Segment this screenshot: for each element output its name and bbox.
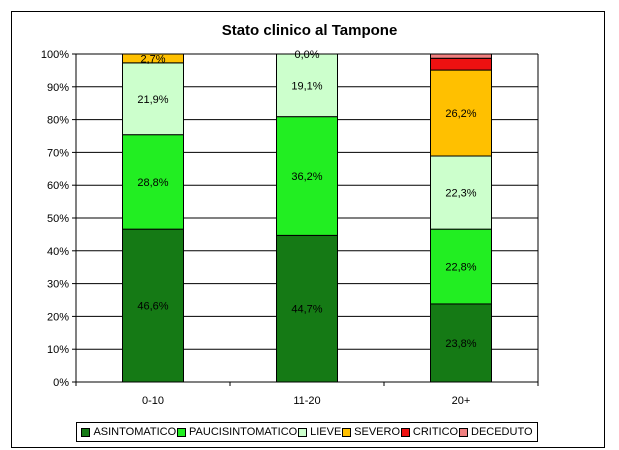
data-label: 19,1%	[291, 80, 322, 92]
y-tick-label: 90%	[47, 82, 69, 94]
legend-item: CRITICO	[400, 426, 459, 438]
legend-swatch	[400, 427, 410, 437]
x-tick-label: 20+	[452, 395, 471, 407]
y-tick-label: 20%	[47, 311, 69, 323]
data-label: 26,2%	[445, 108, 476, 120]
bar-segment	[430, 69, 492, 157]
legend-item: LIEVE	[298, 426, 341, 438]
legend-swatch	[342, 427, 352, 437]
y-tick-label: 80%	[47, 115, 69, 127]
bar-segment	[430, 155, 492, 230]
y-tick-label: 40%	[47, 246, 69, 258]
stacked-bar-chart: 0% 10% 20% 30% 40% 50% 60% 70% 80% 90% 100% 46,6% 28…	[41, 49, 539, 407]
legend-item: ASINTOMATICO	[81, 426, 176, 438]
y-tick-label: 30%	[47, 279, 69, 291]
legend-item: PAUCISINTOMATICO	[177, 426, 297, 438]
chart-title: Stato clinico al Tampone	[221, 22, 398, 39]
data-label: 0,0%	[294, 49, 319, 61]
legend-swatch	[81, 427, 91, 437]
bar-segment	[122, 134, 184, 230]
data-label: 46,6%	[137, 301, 168, 313]
legend-item: SEVERO	[342, 426, 400, 438]
data-label: 36,2%	[291, 171, 322, 183]
bar-segment	[430, 53, 492, 59]
legend-label: SEVERO	[354, 426, 401, 438]
x-tick-label: 11-20	[293, 395, 320, 407]
data-label: 44,7%	[291, 304, 322, 316]
legend-swatch	[459, 427, 468, 437]
data-label: 21,9%	[137, 94, 168, 106]
legend-swatch	[298, 427, 308, 437]
legend-item: DECEDUTO	[459, 426, 533, 438]
legend-label: CRITICO	[412, 426, 459, 438]
data-label: 23,8%	[445, 338, 476, 350]
bar-segment	[276, 116, 338, 236]
bar-segment	[276, 53, 338, 118]
bar-segment	[430, 57, 492, 71]
y-tick-label: 50%	[47, 213, 69, 225]
y-tick-label: 60%	[47, 180, 69, 192]
bar-segment	[430, 228, 492, 305]
y-tick-label: 10%	[47, 344, 69, 356]
legend-label: PAUCISINTOMATICO	[189, 426, 298, 438]
legend-label: LIEVE	[310, 426, 342, 438]
bar-segment	[122, 53, 184, 64]
legend-label: ASINTOMATICO	[93, 426, 177, 438]
data-label: 22,8%	[445, 262, 476, 274]
y-tick-label: 70%	[47, 147, 69, 159]
bar-segment	[122, 62, 184, 136]
y-tick-label: 0%	[53, 377, 69, 389]
data-label: 2,7%	[140, 53, 165, 65]
data-label: 28,8%	[137, 177, 168, 189]
legend-label: DECEDUTO	[471, 426, 533, 438]
bar-segment	[430, 303, 492, 383]
data-label: 22,3%	[445, 188, 476, 200]
chart-legend: ASINTOMATICO PAUCISINTOMATICO LIEVE SEVERO C…	[76, 422, 538, 442]
bar-segment	[276, 234, 338, 383]
legend-swatch	[177, 427, 187, 437]
x-tick-label: 0-10	[142, 395, 164, 407]
y-tick-label: 100%	[41, 49, 69, 61]
